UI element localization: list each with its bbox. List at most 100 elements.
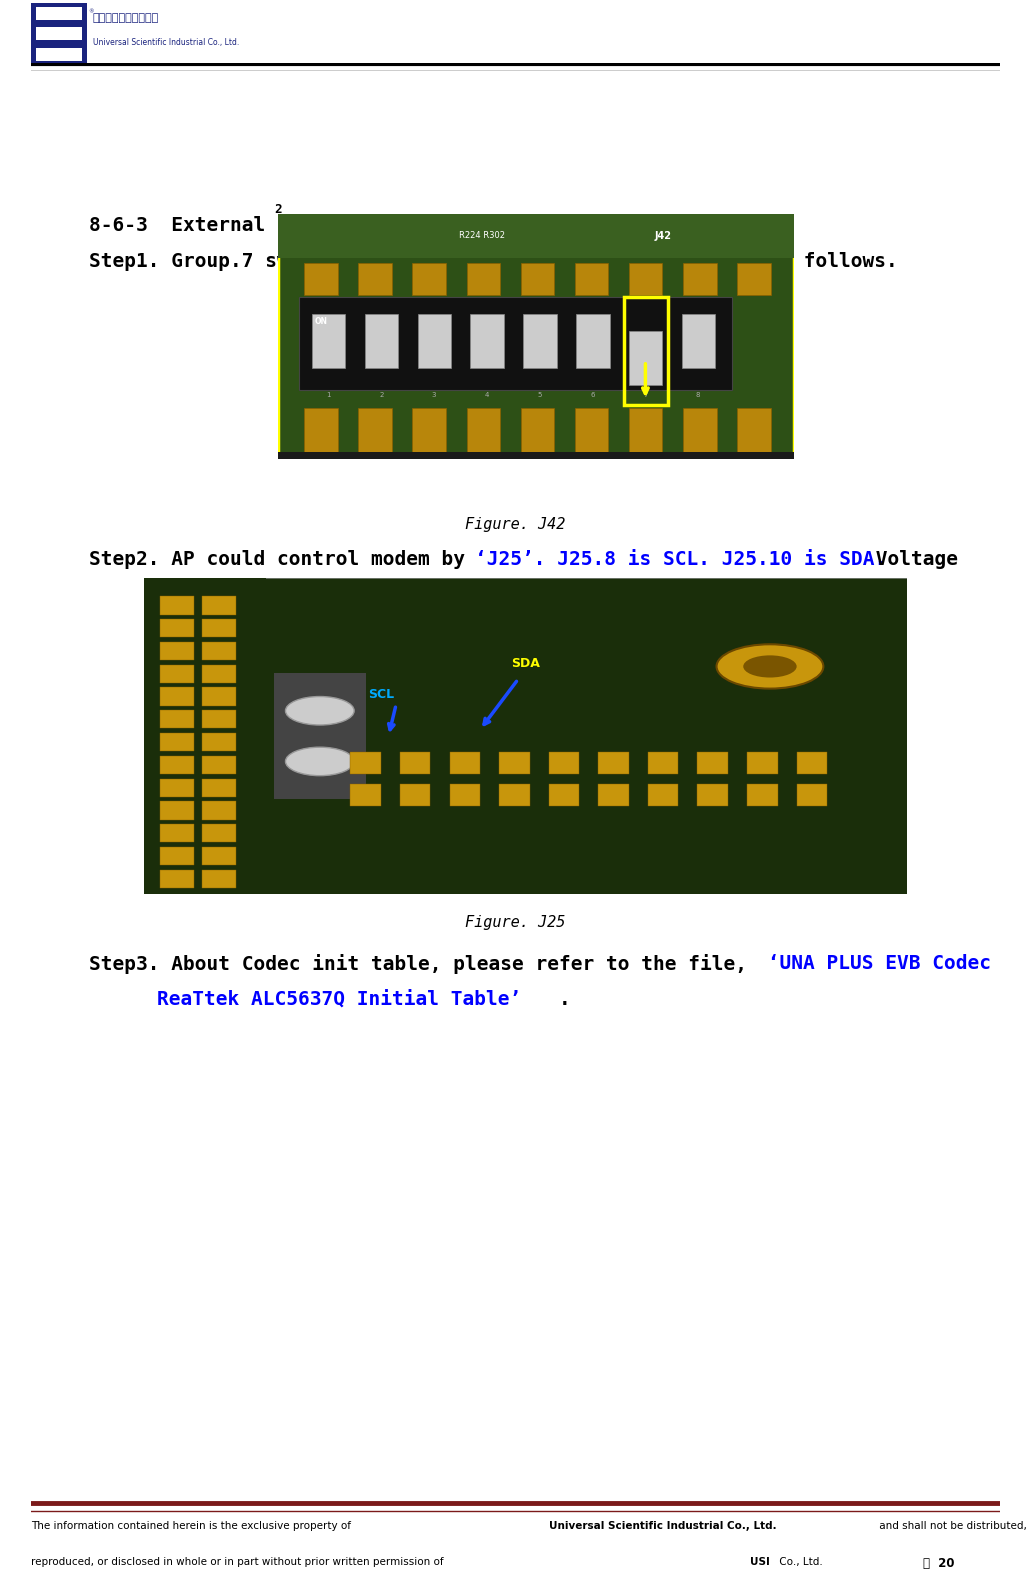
Bar bbox=[629, 331, 662, 386]
Bar bbox=[201, 733, 236, 752]
Bar bbox=[160, 733, 194, 752]
Bar bbox=[160, 641, 194, 660]
Bar bbox=[160, 825, 194, 842]
Bar bbox=[201, 711, 236, 728]
Bar bbox=[160, 847, 194, 866]
Text: position as follows.: position as follows. bbox=[652, 250, 898, 271]
Bar bbox=[499, 784, 530, 806]
Bar bbox=[629, 407, 663, 451]
Bar bbox=[400, 784, 430, 806]
Bar bbox=[201, 597, 236, 614]
Bar bbox=[160, 687, 194, 706]
Bar bbox=[201, 847, 236, 866]
Text: Voltage: Voltage bbox=[864, 551, 959, 570]
Bar bbox=[351, 752, 380, 774]
Text: ®: ® bbox=[88, 9, 94, 14]
Bar bbox=[259, 578, 907, 894]
Bar bbox=[201, 687, 236, 706]
Bar bbox=[201, 801, 236, 820]
Text: 1: 1 bbox=[326, 393, 331, 399]
Bar bbox=[311, 315, 345, 369]
Text: J42: J42 bbox=[655, 231, 671, 241]
Bar bbox=[35, 27, 81, 41]
Bar bbox=[747, 784, 777, 806]
Text: SCL: SCL bbox=[368, 689, 394, 701]
Bar bbox=[598, 784, 629, 806]
Text: Step2. AP could control modem by: Step2. AP could control modem by bbox=[89, 551, 476, 570]
Bar bbox=[400, 752, 430, 774]
Bar bbox=[278, 451, 794, 459]
Text: The information contained herein is the exclusive property of: The information contained herein is the … bbox=[31, 1521, 355, 1531]
Text: ‘J25’. J25.8 is SCL. J25.10 is SDA.: ‘J25’. J25.8 is SCL. J25.10 is SDA. bbox=[475, 551, 886, 570]
Bar bbox=[575, 263, 608, 294]
Bar bbox=[201, 619, 236, 638]
Text: C Interface to Control Audio Codec: C Interface to Control Audio Codec bbox=[287, 215, 687, 234]
Bar bbox=[201, 779, 236, 796]
Text: level is 1.8V.: level is 1.8V. bbox=[157, 586, 322, 605]
Text: 8: 8 bbox=[696, 393, 700, 399]
Bar bbox=[160, 847, 194, 866]
Bar bbox=[160, 869, 194, 888]
Bar bbox=[201, 711, 236, 728]
Text: Figure. J42: Figure. J42 bbox=[465, 518, 566, 532]
Bar bbox=[797, 752, 827, 774]
Bar bbox=[201, 641, 236, 660]
Text: SDA: SDA bbox=[511, 657, 540, 670]
Bar bbox=[797, 784, 827, 806]
Bar bbox=[548, 784, 579, 806]
Text: and shall not be distributed,: and shall not be distributed, bbox=[876, 1521, 1027, 1531]
Bar bbox=[201, 619, 236, 638]
Bar bbox=[201, 869, 236, 888]
Bar bbox=[466, 407, 500, 451]
Bar bbox=[201, 801, 236, 820]
Bar bbox=[683, 407, 717, 451]
Text: 2: 2 bbox=[379, 393, 384, 399]
Bar bbox=[747, 752, 777, 774]
Bar bbox=[523, 315, 557, 369]
Bar bbox=[160, 641, 194, 660]
Text: 7: 7 bbox=[643, 393, 647, 399]
Bar bbox=[201, 825, 236, 842]
Bar bbox=[412, 263, 445, 294]
Text: .: . bbox=[559, 989, 571, 1008]
Circle shape bbox=[286, 697, 355, 725]
Bar bbox=[450, 784, 480, 806]
Bar bbox=[647, 784, 678, 806]
Bar bbox=[499, 752, 530, 774]
Bar bbox=[201, 869, 236, 888]
Bar bbox=[160, 665, 194, 682]
Text: ReaTtek ALC5637Q Initial Table’: ReaTtek ALC5637Q Initial Table’ bbox=[157, 989, 521, 1008]
Text: ‘UNA PLUS EVB Codec: ‘UNA PLUS EVB Codec bbox=[756, 953, 991, 972]
Bar bbox=[683, 263, 717, 294]
Bar bbox=[160, 733, 194, 752]
Bar bbox=[278, 214, 794, 258]
Bar bbox=[365, 315, 398, 369]
Bar bbox=[201, 779, 236, 796]
Text: R224 R302: R224 R302 bbox=[459, 231, 505, 241]
Bar bbox=[521, 263, 554, 294]
Bar bbox=[160, 619, 194, 638]
Text: 2: 2 bbox=[274, 203, 281, 215]
Bar bbox=[201, 641, 236, 660]
Bar bbox=[299, 298, 732, 391]
Bar bbox=[521, 407, 554, 451]
Bar bbox=[274, 673, 366, 799]
Bar bbox=[35, 47, 81, 60]
Bar bbox=[304, 263, 337, 294]
Bar bbox=[418, 315, 452, 369]
Bar bbox=[598, 752, 629, 774]
Text: ‘OFF’: ‘OFF’ bbox=[597, 250, 656, 269]
Text: 6: 6 bbox=[591, 393, 595, 399]
Bar bbox=[201, 665, 236, 682]
Text: Universal Scientific Industrial Co., Ltd.: Universal Scientific Industrial Co., Ltd… bbox=[550, 1521, 777, 1531]
Bar bbox=[470, 315, 504, 369]
Text: reproduced, or disclosed in whole or in part without prior written permission of: reproduced, or disclosed in whole or in … bbox=[31, 1558, 446, 1567]
Bar bbox=[698, 784, 728, 806]
Text: Step3. About Codec init table, please refer to the file,: Step3. About Codec init table, please re… bbox=[89, 953, 747, 974]
Bar bbox=[160, 755, 194, 774]
Text: Co., Ltd.: Co., Ltd. bbox=[776, 1558, 823, 1567]
Bar bbox=[201, 733, 236, 752]
Circle shape bbox=[743, 655, 797, 678]
Bar bbox=[160, 825, 194, 842]
Bar bbox=[160, 869, 194, 888]
